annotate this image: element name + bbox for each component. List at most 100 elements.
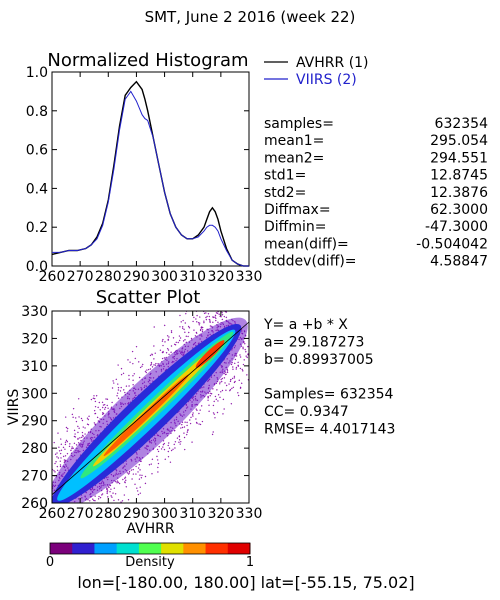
scatter-point xyxy=(49,456,51,458)
scatter-point xyxy=(150,361,153,364)
scatter-point xyxy=(250,350,252,352)
scatter-point xyxy=(104,406,107,409)
scatter-point xyxy=(102,529,104,531)
scatter-point xyxy=(254,344,256,346)
scatter-point xyxy=(149,364,152,366)
scatter-point xyxy=(241,369,244,372)
scatter-point xyxy=(258,364,260,366)
scatter-point xyxy=(71,446,73,448)
scatter-point xyxy=(125,385,128,387)
scatter-point xyxy=(137,361,140,363)
scatter-point xyxy=(18,451,20,453)
scatter-point xyxy=(225,384,228,387)
scatter-point xyxy=(123,494,126,496)
scatter-point xyxy=(251,373,253,375)
scatter-point xyxy=(191,441,193,443)
scatter-point xyxy=(186,429,189,432)
scatter-point xyxy=(45,460,47,462)
scatter-point xyxy=(43,489,45,491)
scatter-point xyxy=(156,459,159,461)
scatter-point xyxy=(220,378,222,381)
scatter-point xyxy=(66,427,69,430)
scatter-point xyxy=(94,499,96,502)
scatter-point xyxy=(212,388,214,390)
scatter-point xyxy=(114,492,117,495)
scatter-point xyxy=(144,475,147,478)
scatter-point xyxy=(128,378,130,381)
scatter-point xyxy=(178,339,181,342)
scatter-point xyxy=(84,534,86,536)
scatter-point xyxy=(63,459,66,461)
scatter-point xyxy=(106,487,108,489)
scatter-point xyxy=(250,339,252,341)
regression-line xyxy=(52,321,249,496)
scatter-point xyxy=(62,446,65,449)
scatter-point xyxy=(66,440,69,443)
scatter-point xyxy=(111,496,113,499)
scatter-point xyxy=(218,382,221,385)
scatter-point xyxy=(77,441,80,444)
scatter-point xyxy=(43,458,45,460)
scatter-frame xyxy=(51,310,250,504)
scatter-point xyxy=(64,443,67,446)
scatter-point xyxy=(43,461,45,463)
scatter-point xyxy=(251,345,253,347)
scatter-point xyxy=(93,409,96,412)
scatter-point xyxy=(127,359,129,361)
scatter-point xyxy=(85,525,87,527)
scatter-point xyxy=(62,455,65,458)
scatter-point xyxy=(91,498,94,500)
scatter-point xyxy=(57,457,60,459)
legend-label-1: AVHRR (1) xyxy=(296,55,369,71)
scatter-point xyxy=(255,349,257,351)
stat-value: 12.8745 xyxy=(430,168,488,184)
scatter-point xyxy=(97,527,99,529)
scatter-point xyxy=(112,492,114,494)
scatter-point xyxy=(162,344,164,347)
scatter-point xyxy=(237,365,240,368)
scatter-point xyxy=(117,397,120,400)
scatter-point xyxy=(226,371,229,374)
scatter-point xyxy=(97,406,99,409)
scatter-point xyxy=(59,452,62,455)
stat-value: 62.3000 xyxy=(430,202,488,218)
scatter-point xyxy=(127,498,130,501)
scatter-point xyxy=(50,475,52,477)
regression-line-text: a= 29.187273 xyxy=(264,334,364,350)
scatter-point xyxy=(256,361,258,363)
scatter-point xyxy=(182,340,185,342)
scatter-point xyxy=(173,429,176,432)
scatter-point xyxy=(144,482,147,485)
scatter-point xyxy=(244,350,247,353)
scatter-point xyxy=(107,407,109,410)
scatter-point xyxy=(132,362,134,365)
scatter-point xyxy=(209,319,211,321)
density-core-west xyxy=(103,374,189,457)
scatter-point xyxy=(216,312,219,315)
scatter-point xyxy=(190,337,193,340)
scatter-point xyxy=(253,367,255,369)
stat-label: mean2= xyxy=(264,150,324,166)
scatter-point xyxy=(200,326,203,329)
scatter-point xyxy=(170,330,173,332)
scatter-point xyxy=(77,437,79,440)
scatter-x-tick-label: 280 xyxy=(95,506,122,522)
scatter-point xyxy=(45,491,47,493)
stat-value: -0.504042 xyxy=(416,236,488,252)
scatter-point xyxy=(123,391,126,394)
scatter-point xyxy=(124,476,127,479)
stat-label: samples= xyxy=(264,116,334,132)
stat-label: mean(diff)= xyxy=(264,236,349,252)
scatter-point xyxy=(103,403,106,406)
histogram-x-tick-label: 300 xyxy=(151,269,178,285)
scatter-point xyxy=(50,491,52,493)
scatter-point xyxy=(132,374,134,377)
scatter-point xyxy=(101,411,104,414)
scatter-point xyxy=(117,389,120,391)
scatter-point xyxy=(106,492,109,495)
scatter-point xyxy=(117,386,120,389)
scatter-point xyxy=(93,523,95,525)
scatter-point xyxy=(192,320,194,323)
colorbar-segment xyxy=(161,543,184,554)
scatter-point xyxy=(250,337,252,339)
